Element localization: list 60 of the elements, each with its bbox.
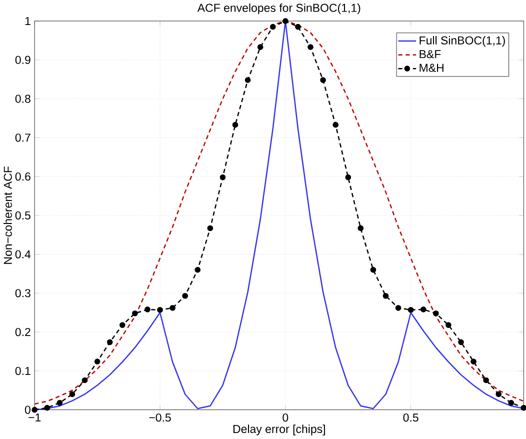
legend-label: M&H xyxy=(420,64,444,72)
x-tick-label: 0 xyxy=(282,414,288,422)
point xyxy=(432,310,439,316)
point xyxy=(420,306,426,313)
point xyxy=(232,122,238,128)
y-tick-label: 0.3 xyxy=(15,289,30,298)
y-axis-title: Non−coherent ACF xyxy=(3,166,12,264)
point xyxy=(270,24,276,30)
y-tick-label: 0.8 xyxy=(15,94,30,103)
point xyxy=(44,405,50,411)
x-tick-label: −1 xyxy=(28,414,41,422)
y-tick-label: 0.4 xyxy=(15,250,31,258)
point xyxy=(320,77,326,84)
y-tick-label: 0.7 xyxy=(15,134,30,142)
point xyxy=(56,400,63,406)
point xyxy=(32,406,38,413)
point xyxy=(358,225,364,232)
point xyxy=(157,307,163,313)
point xyxy=(170,305,176,311)
point xyxy=(207,225,214,232)
point xyxy=(408,307,414,313)
point xyxy=(119,322,126,328)
point xyxy=(446,322,452,328)
point xyxy=(508,400,514,406)
x-axis-title: Delay error [chips] xyxy=(233,424,325,436)
point xyxy=(282,18,288,24)
point xyxy=(257,44,264,50)
point xyxy=(194,266,201,273)
y-tick-label: 0.1 xyxy=(15,366,30,376)
point xyxy=(458,339,464,346)
y-tick-label: 0.6 xyxy=(15,172,30,181)
point xyxy=(308,44,314,50)
point xyxy=(483,377,490,384)
point xyxy=(106,339,113,346)
legend-label: Full SinBOC(1,1) xyxy=(420,36,505,47)
legend-label: B&F xyxy=(420,50,441,58)
point xyxy=(132,310,138,316)
y-tick-label: 0.9 xyxy=(15,56,30,64)
point xyxy=(395,305,402,311)
point xyxy=(382,293,389,299)
point xyxy=(144,306,150,313)
point xyxy=(182,293,188,299)
point xyxy=(470,358,476,365)
point xyxy=(82,377,88,384)
chart-title: ACF envelopes for SinBOC(1,1) xyxy=(197,4,360,14)
point xyxy=(295,24,301,30)
point xyxy=(244,77,251,84)
x-tick-label: 0.5 xyxy=(403,414,418,422)
point xyxy=(370,266,376,273)
y-tick-label: 0 xyxy=(24,406,30,414)
y-tick-label: 1 xyxy=(25,17,30,26)
point xyxy=(496,391,502,398)
y-tick-label: 0.2 xyxy=(15,328,30,336)
point xyxy=(332,122,339,128)
point xyxy=(220,174,226,180)
x-tick-label: −0.5 xyxy=(149,414,171,422)
point xyxy=(94,358,100,365)
point xyxy=(69,391,76,398)
y-tick-label: 0.5 xyxy=(15,211,30,220)
point xyxy=(345,174,352,180)
